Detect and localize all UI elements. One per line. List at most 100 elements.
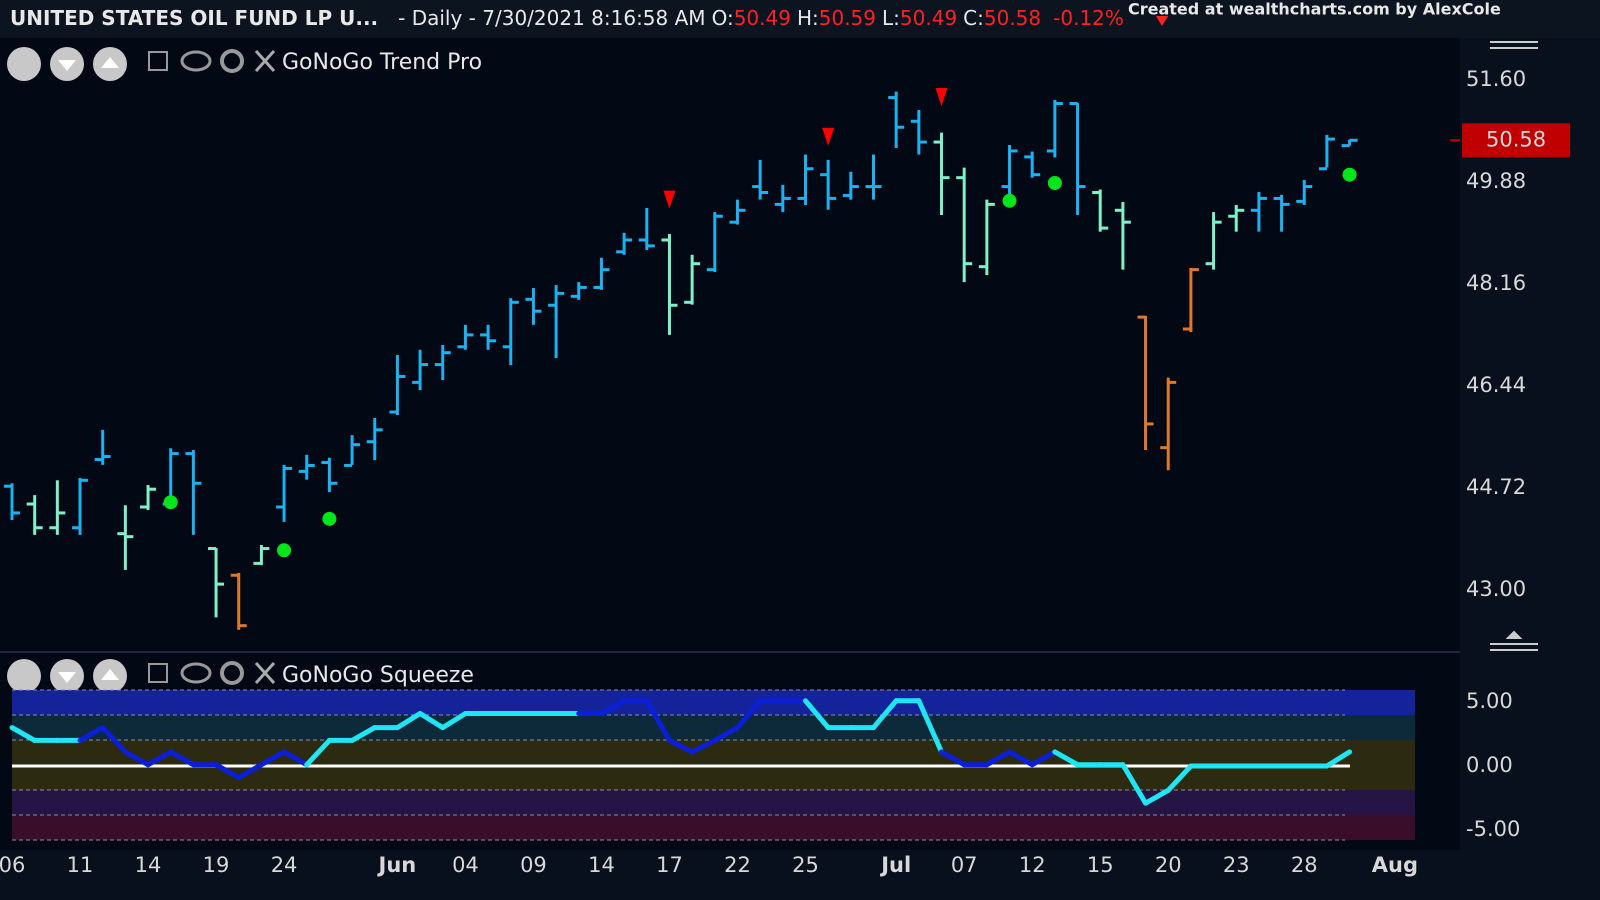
collapse-icon[interactable] <box>148 51 168 71</box>
gear-icon[interactable] <box>220 661 244 685</box>
expand-button[interactable] <box>7 659 41 693</box>
last-price-box <box>1462 123 1570 158</box>
squeeze-segment <box>1143 787 1171 806</box>
x-tick-label: 24 <box>271 853 298 877</box>
squeeze-segment <box>1120 762 1149 806</box>
y-tick-label: 43.00 <box>1466 577 1526 601</box>
squeeze-segment <box>598 698 627 717</box>
squeeze-segment <box>258 749 287 768</box>
band <box>12 715 1415 740</box>
x-tick-label: Jun <box>377 853 417 877</box>
y-tick-label: 5.00 <box>1466 689 1513 713</box>
y-tick-label: 0.00 <box>1466 753 1513 777</box>
x-tick-label: Aug <box>1372 853 1418 877</box>
h-label: H: <box>797 6 819 30</box>
o-value: 50.49 <box>734 6 791 30</box>
squeeze-panel-controls[interactable] <box>7 659 276 693</box>
collapse-icon[interactable] <box>148 663 168 683</box>
eye-icon[interactable] <box>180 50 212 72</box>
squeeze-segment <box>984 749 1013 768</box>
down-icon <box>58 60 76 71</box>
o-label: O: <box>712 6 734 30</box>
squeeze-segment <box>417 711 446 731</box>
eye-icon[interactable] <box>180 662 212 684</box>
change-arrow <box>1156 16 1168 26</box>
panel-title: GoNoGo Squeeze <box>282 663 474 688</box>
y-tick-label: 51.60 <box>1466 67 1526 91</box>
close-icon[interactable] <box>254 49 276 73</box>
band <box>12 690 1415 715</box>
squeeze-segment <box>916 698 945 755</box>
x-tick-label: 12 <box>1019 853 1046 877</box>
x-tick-label: 06 <box>0 853 25 877</box>
x-tick-label: 14 <box>588 853 615 877</box>
squeeze-segment <box>871 698 899 731</box>
squeeze-segment <box>1052 749 1081 768</box>
squeeze-segment <box>236 762 264 781</box>
menu-icon[interactable] <box>1490 41 1538 49</box>
plot: 43.00 44.72 46.44 48.16 49.88 51.60 06 11 14 19 24… <box>0 67 1570 877</box>
squeeze-segment <box>304 737 332 768</box>
x-tick-label: 28 <box>1291 853 1318 877</box>
squeeze-segment <box>122 749 151 768</box>
squeeze-segment <box>145 749 174 768</box>
last-price-label: 50.58 <box>1486 127 1546 151</box>
squeeze-segment <box>689 737 718 755</box>
squeeze-segment <box>939 749 967 768</box>
buy-signal <box>1047 176 1062 191</box>
y-tick-label: 46.44 <box>1466 373 1526 397</box>
buy-signal <box>322 511 337 526</box>
x-tick-label: 17 <box>656 853 683 877</box>
band <box>12 815 1415 840</box>
x-tick-label: Jul <box>879 853 911 877</box>
time-axis-bg <box>0 850 1460 900</box>
squeeze-segment <box>100 725 128 755</box>
resize-icon[interactable] <box>1490 630 1538 651</box>
sell-signal <box>935 87 948 106</box>
sell-signal <box>822 127 835 146</box>
squeeze-segment <box>440 711 468 731</box>
squeeze-segment <box>1324 749 1353 769</box>
squeeze-segment <box>394 711 423 731</box>
credit: Created at wealthcharts.com by AlexCole <box>1128 0 1501 19</box>
header-bar <box>0 0 1600 38</box>
y-tick-label: 48.16 <box>1466 271 1526 295</box>
symbol: UNITED STATES OIL FUND LP U... <box>10 6 378 30</box>
x-tick-label: 07 <box>951 853 978 877</box>
l-value: 50.49 <box>900 6 957 30</box>
squeeze-segment <box>77 725 106 743</box>
buy-signal <box>1342 167 1357 182</box>
y-tick-label: 49.88 <box>1466 169 1526 193</box>
squeeze-segment <box>213 762 242 781</box>
sell-signal <box>663 190 676 209</box>
x-tick-label: 25 <box>792 853 819 877</box>
x-tick-label: 11 <box>67 853 94 877</box>
h-value: 50.59 <box>819 6 876 30</box>
c-label: C: <box>963 6 984 30</box>
squeeze-segment <box>349 725 378 743</box>
gear-icon[interactable] <box>220 49 244 73</box>
header-info: UNITED STATES OIL FUND LP U... - Daily - … <box>10 6 1124 30</box>
x-tick-label: 19 <box>203 853 230 877</box>
x-tick-label: 09 <box>520 853 547 877</box>
squeeze-segment <box>281 749 310 768</box>
close-icon[interactable] <box>254 661 276 685</box>
squeeze-segment <box>734 698 763 731</box>
period: - Daily - 7/30/2021 8:16:58 AM <box>398 6 705 30</box>
squeeze-segment <box>712 725 740 743</box>
squeeze-segment <box>666 737 695 755</box>
l-label: L: <box>882 6 900 30</box>
buy-signal <box>163 495 178 510</box>
y-tick-label: -5.00 <box>1466 817 1520 841</box>
x-tick-label: 22 <box>724 853 751 877</box>
expand-button[interactable] <box>7 47 41 81</box>
y-tick-label: 44.72 <box>1466 475 1526 499</box>
squeeze-segment <box>9 725 38 743</box>
squeeze-segment <box>168 749 196 768</box>
squeeze-segment <box>644 698 672 743</box>
c-value: 50.58 <box>984 6 1041 30</box>
band <box>12 790 1415 815</box>
x-tick-label: 20 <box>1155 853 1182 877</box>
trend-panel-controls[interactable] <box>7 47 276 81</box>
